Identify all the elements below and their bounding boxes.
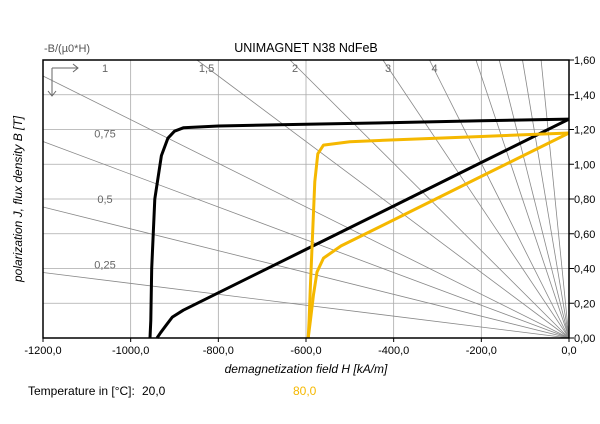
load-line-label: 1 bbox=[102, 63, 108, 75]
y-tick-label: 1,40 bbox=[574, 90, 595, 102]
legend-label: Temperature in [°C]: bbox=[28, 384, 135, 398]
chart-title: UNIMAGNET N38 NdFeB bbox=[234, 41, 378, 55]
x-tick-label: -400,0 bbox=[378, 345, 409, 357]
load-line bbox=[42, 75, 570, 339]
load-line bbox=[522, 59, 570, 339]
legend-entry-80: 80,0 bbox=[293, 384, 317, 398]
curve-polarization bbox=[148, 117, 570, 339]
legend-entry-20: 20,0 bbox=[142, 384, 166, 398]
load-line bbox=[42, 272, 570, 339]
y-axis-label: polarization J, flux density B [T] bbox=[11, 115, 25, 283]
load-line bbox=[42, 206, 570, 339]
grid bbox=[43, 60, 569, 338]
y-tick-label: 1,00 bbox=[574, 159, 595, 171]
y-tick-label: 0,00 bbox=[574, 333, 595, 345]
x-tick-label: -200,0 bbox=[466, 345, 497, 357]
axes: -1200,0 -1000,0 -800,0 -600,0 -400,0 -200,0 0,… bbox=[24, 55, 595, 357]
load-line-label: 0,75 bbox=[94, 128, 115, 140]
load-line-label: 4 bbox=[431, 63, 437, 75]
y-tick-label: 0,60 bbox=[574, 229, 595, 241]
x-tick-label: -600,0 bbox=[290, 345, 321, 357]
load-line bbox=[498, 59, 570, 339]
y-tick-label: 0,20 bbox=[574, 298, 595, 310]
y-tick-label: 1,60 bbox=[574, 55, 595, 67]
load-line-label: 0,25 bbox=[94, 259, 115, 271]
load-line bbox=[540, 59, 570, 339]
load-line-label: 0,5 bbox=[97, 194, 112, 206]
load-lines: 0,25 0,5 0,75 1 1,5 2 3 4 bbox=[42, 59, 570, 339]
x-tick-label: -1200,0 bbox=[24, 345, 61, 357]
curve-flux-density bbox=[306, 131, 570, 339]
corner-label: -B/(µ0*H) bbox=[44, 43, 90, 55]
x-tick-label: -1000,0 bbox=[112, 345, 149, 357]
load-line-label: 2 bbox=[292, 63, 298, 75]
load-line bbox=[42, 141, 570, 339]
x-tick-label: -800,0 bbox=[203, 345, 234, 357]
load-line-label: 1,5 bbox=[199, 63, 214, 75]
y-tick-label: 1,20 bbox=[574, 125, 595, 137]
load-line bbox=[289, 59, 570, 339]
load-line bbox=[196, 59, 570, 339]
y-tick-label: 0,80 bbox=[574, 194, 595, 206]
load-line-label: 3 bbox=[385, 63, 391, 75]
x-axis-label: demagnetization field H [kA/m] bbox=[225, 362, 388, 376]
curves bbox=[148, 117, 570, 339]
x-tick-label: 0,0 bbox=[561, 345, 576, 357]
corner-arrow-icon bbox=[47, 63, 79, 97]
load-line bbox=[382, 59, 570, 339]
curve-flux-density bbox=[155, 117, 570, 339]
curve-polarization bbox=[306, 131, 570, 339]
load-line bbox=[429, 59, 570, 339]
y-tick-label: 0,40 bbox=[574, 264, 595, 276]
load-line bbox=[475, 59, 570, 339]
